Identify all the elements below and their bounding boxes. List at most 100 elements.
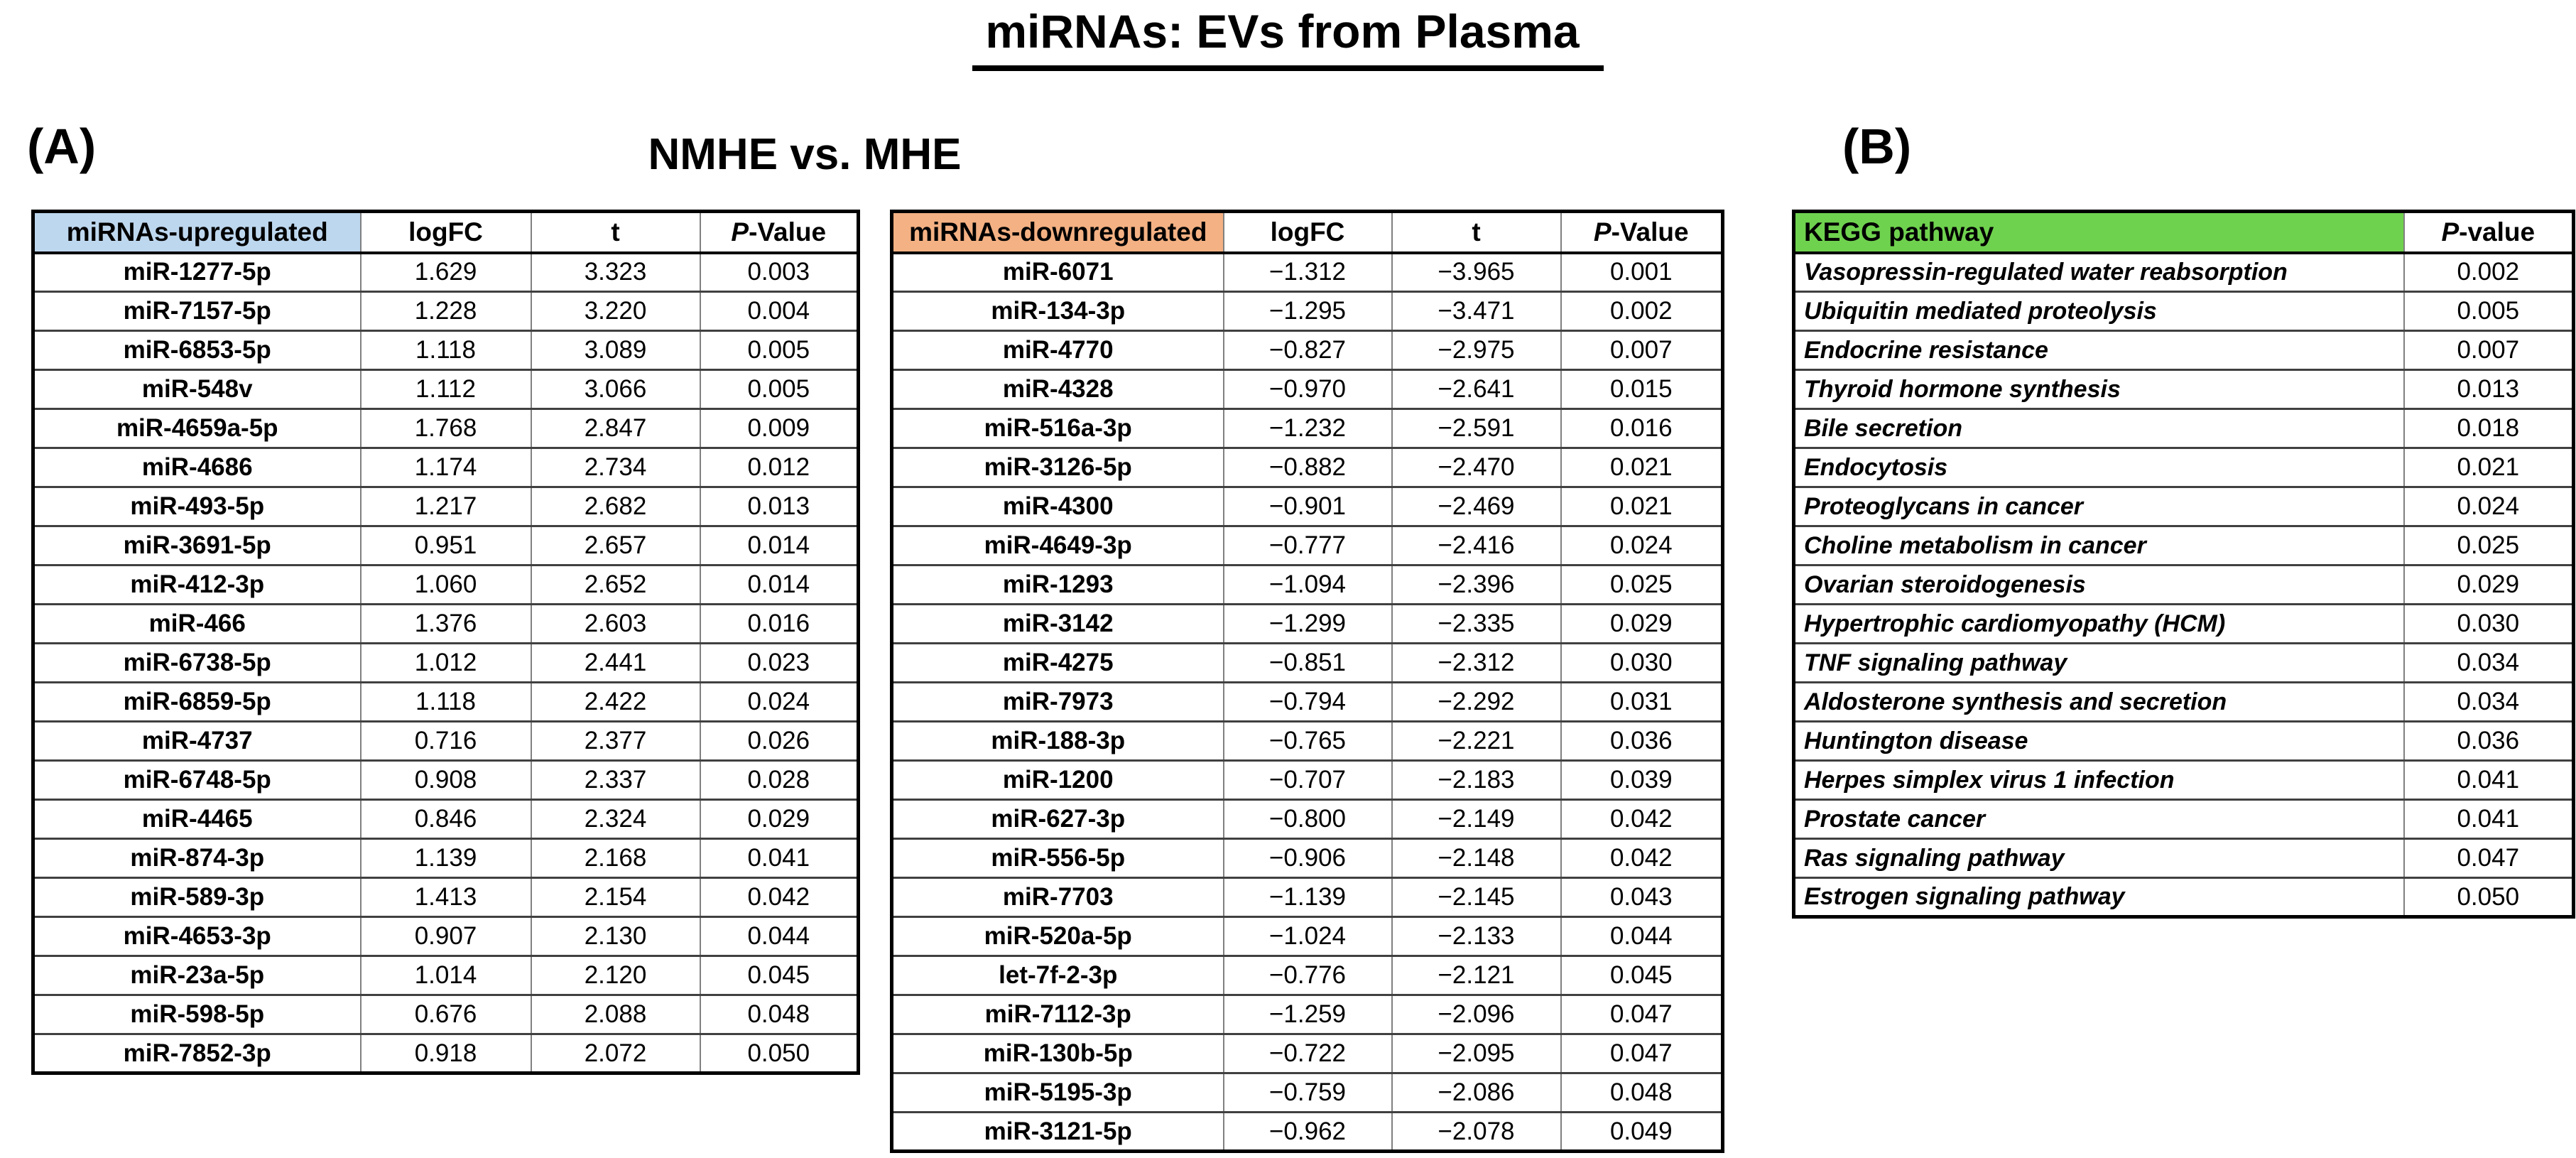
table-cell: 0.041 — [2403, 759, 2575, 801]
table-row: miR-7852-3p 0.918 2.072 0.050 — [32, 1033, 859, 1074]
table-row: Huntington disease 0.036 — [1793, 720, 2575, 762]
table-row: miR-466 1.376 2.603 0.016 — [32, 603, 859, 644]
table-row: miR-1293 −1.094 −2.396 0.025 — [891, 564, 1724, 605]
table-cell: miR-589-3p — [32, 877, 362, 918]
table-cell: miR-134-3p — [891, 291, 1224, 332]
table-cell: 2.377 — [530, 720, 701, 762]
table-row: miR-556-5p −0.906 −2.148 0.042 — [891, 838, 1724, 879]
table-cell: −2.312 — [1391, 642, 1562, 683]
table-row: miR-1200 −0.707 −2.183 0.039 — [891, 759, 1724, 801]
table-cell: 1.413 — [359, 877, 532, 918]
table-row: Ubiquitin mediated proteolysis 0.005 — [1793, 291, 2575, 332]
table-cell: −2.183 — [1391, 759, 1562, 801]
table-cell: −0.906 — [1222, 838, 1393, 879]
panel-b-label: (B) — [1842, 119, 1912, 174]
table-cell: −1.259 — [1222, 994, 1393, 1035]
table-cell: Aldosterone synthesis and secretion — [1793, 681, 2405, 723]
table-cell: −3.471 — [1391, 291, 1562, 332]
table-cell: 0.014 — [699, 525, 859, 566]
table-cell: Ubiquitin mediated proteolysis — [1793, 291, 2405, 332]
table-cell: miR-4300 — [891, 486, 1224, 527]
table-cell: 2.324 — [530, 799, 701, 840]
table-cell: 0.016 — [699, 603, 859, 644]
table-cell: miR-4328 — [891, 369, 1224, 410]
table-row: miR-516a-3p −1.232 −2.591 0.016 — [891, 408, 1724, 449]
table-cell: 0.005 — [699, 330, 859, 371]
header-row: KEGG pathway P-value — [1793, 210, 2575, 254]
table-cell: 3.066 — [530, 369, 701, 410]
table-cell: 2.734 — [530, 447, 701, 488]
table-cell: miR-4737 — [32, 720, 362, 762]
table-row: miR-7157-5p 1.228 3.220 0.004 — [32, 291, 859, 332]
table-cell: 1.139 — [359, 838, 532, 879]
table-cell: −0.970 — [1222, 369, 1393, 410]
table-cell: 2.657 — [530, 525, 701, 566]
table-cell: miR-7973 — [891, 681, 1224, 723]
table-cell: −2.078 — [1391, 1111, 1562, 1152]
table-row: miR-7973 −0.794 −2.292 0.031 — [891, 681, 1724, 723]
table-cell: 2.682 — [530, 486, 701, 527]
table-cell: 0.846 — [359, 799, 532, 840]
table-cell: −0.794 — [1222, 681, 1393, 723]
table-row: miR-598-5p 0.676 2.088 0.048 — [32, 994, 859, 1035]
table-cell: 0.002 — [1560, 291, 1724, 332]
table-row: miR-7703 −1.139 −2.145 0.043 — [891, 877, 1724, 918]
table-cell: miR-412-3p — [32, 564, 362, 605]
table-cell: 0.029 — [699, 799, 859, 840]
table-cell: −0.882 — [1222, 447, 1393, 488]
table-row: let-7f-2-3p −0.776 −2.121 0.045 — [891, 955, 1724, 996]
table-cell: miR-6071 — [891, 251, 1224, 293]
table-cell: 0.029 — [1560, 603, 1724, 644]
table-row: miR-4770 −0.827 −2.975 0.007 — [891, 330, 1724, 371]
table-cell: miR-23a-5p — [32, 955, 362, 996]
table-cell: 0.014 — [699, 564, 859, 605]
table-cell: −2.221 — [1391, 720, 1562, 762]
table-cell: 0.030 — [2403, 603, 2575, 644]
table-cell: −0.722 — [1222, 1033, 1393, 1074]
table-row: miR-3691-5p 0.951 2.657 0.014 — [32, 525, 859, 566]
table-row: miR-874-3p 1.139 2.168 0.041 — [32, 838, 859, 879]
table-cell: miR-466 — [32, 603, 362, 644]
table-row: Estrogen signaling pathway 0.050 — [1793, 877, 2575, 918]
table-cell: 0.026 — [699, 720, 859, 762]
table-cell: Huntington disease — [1793, 720, 2405, 762]
table-cell: Vasopressin-regulated water reabsorption — [1793, 251, 2405, 293]
table-row: miR-1277-5p 1.629 3.323 0.003 — [32, 251, 859, 293]
table-cell: 0.048 — [699, 994, 859, 1035]
table-cell: miR-1277-5p — [32, 251, 362, 293]
table-cell: Estrogen signaling pathway — [1793, 877, 2405, 918]
table-cell: miR-556-5p — [891, 838, 1224, 879]
table-row: Proteoglycans in cancer 0.024 — [1793, 486, 2575, 527]
table-cell: 0.030 — [1560, 642, 1724, 683]
table-cell: 3.220 — [530, 291, 701, 332]
table-cell: −2.641 — [1391, 369, 1562, 410]
table-cell: −1.232 — [1222, 408, 1393, 449]
table-cell: 0.045 — [699, 955, 859, 996]
table-cell: 0.003 — [699, 251, 859, 293]
table-cell: 0.042 — [1560, 799, 1724, 840]
table-cell: −2.121 — [1391, 955, 1562, 996]
panel-a-label: (A) — [27, 119, 97, 174]
column-header: P-value — [2403, 210, 2575, 254]
page-title: miRNAs: EVs from Plasma — [972, 4, 1604, 71]
table-cell: miR-3121-5p — [891, 1111, 1224, 1152]
header-row: miRNAs-upregulated logFC t P-Value — [32, 210, 859, 254]
table-row: miR-188-3p −0.765 −2.221 0.036 — [891, 720, 1724, 762]
downregulated-mirnas-table: miRNAs-downregulated logFC t P-Value miR-607… — [890, 210, 1724, 1153]
table-cell: 2.072 — [530, 1033, 701, 1074]
table-cell: 1.060 — [359, 564, 532, 605]
table-cell: 0.021 — [1560, 447, 1724, 488]
column-header: P-Value — [699, 210, 859, 254]
table-cell: 0.024 — [1560, 525, 1724, 566]
table-cell: 2.422 — [530, 681, 701, 723]
table-row: miR-3121-5p −0.962 −2.078 0.049 — [891, 1111, 1724, 1152]
table-cell: 0.024 — [2403, 486, 2575, 527]
table-cell: 0.013 — [699, 486, 859, 527]
table-cell: Hypertrophic cardiomyopathy (HCM) — [1793, 603, 2405, 644]
table-cell: −1.139 — [1222, 877, 1393, 918]
table-cell: Bile secretion — [1793, 408, 2405, 449]
table-cell: 0.045 — [1560, 955, 1724, 996]
table-row: Aldosterone synthesis and secretion 0.034 — [1793, 681, 2575, 723]
table-cell: miR-3142 — [891, 603, 1224, 644]
table-cell: 0.025 — [2403, 525, 2575, 566]
